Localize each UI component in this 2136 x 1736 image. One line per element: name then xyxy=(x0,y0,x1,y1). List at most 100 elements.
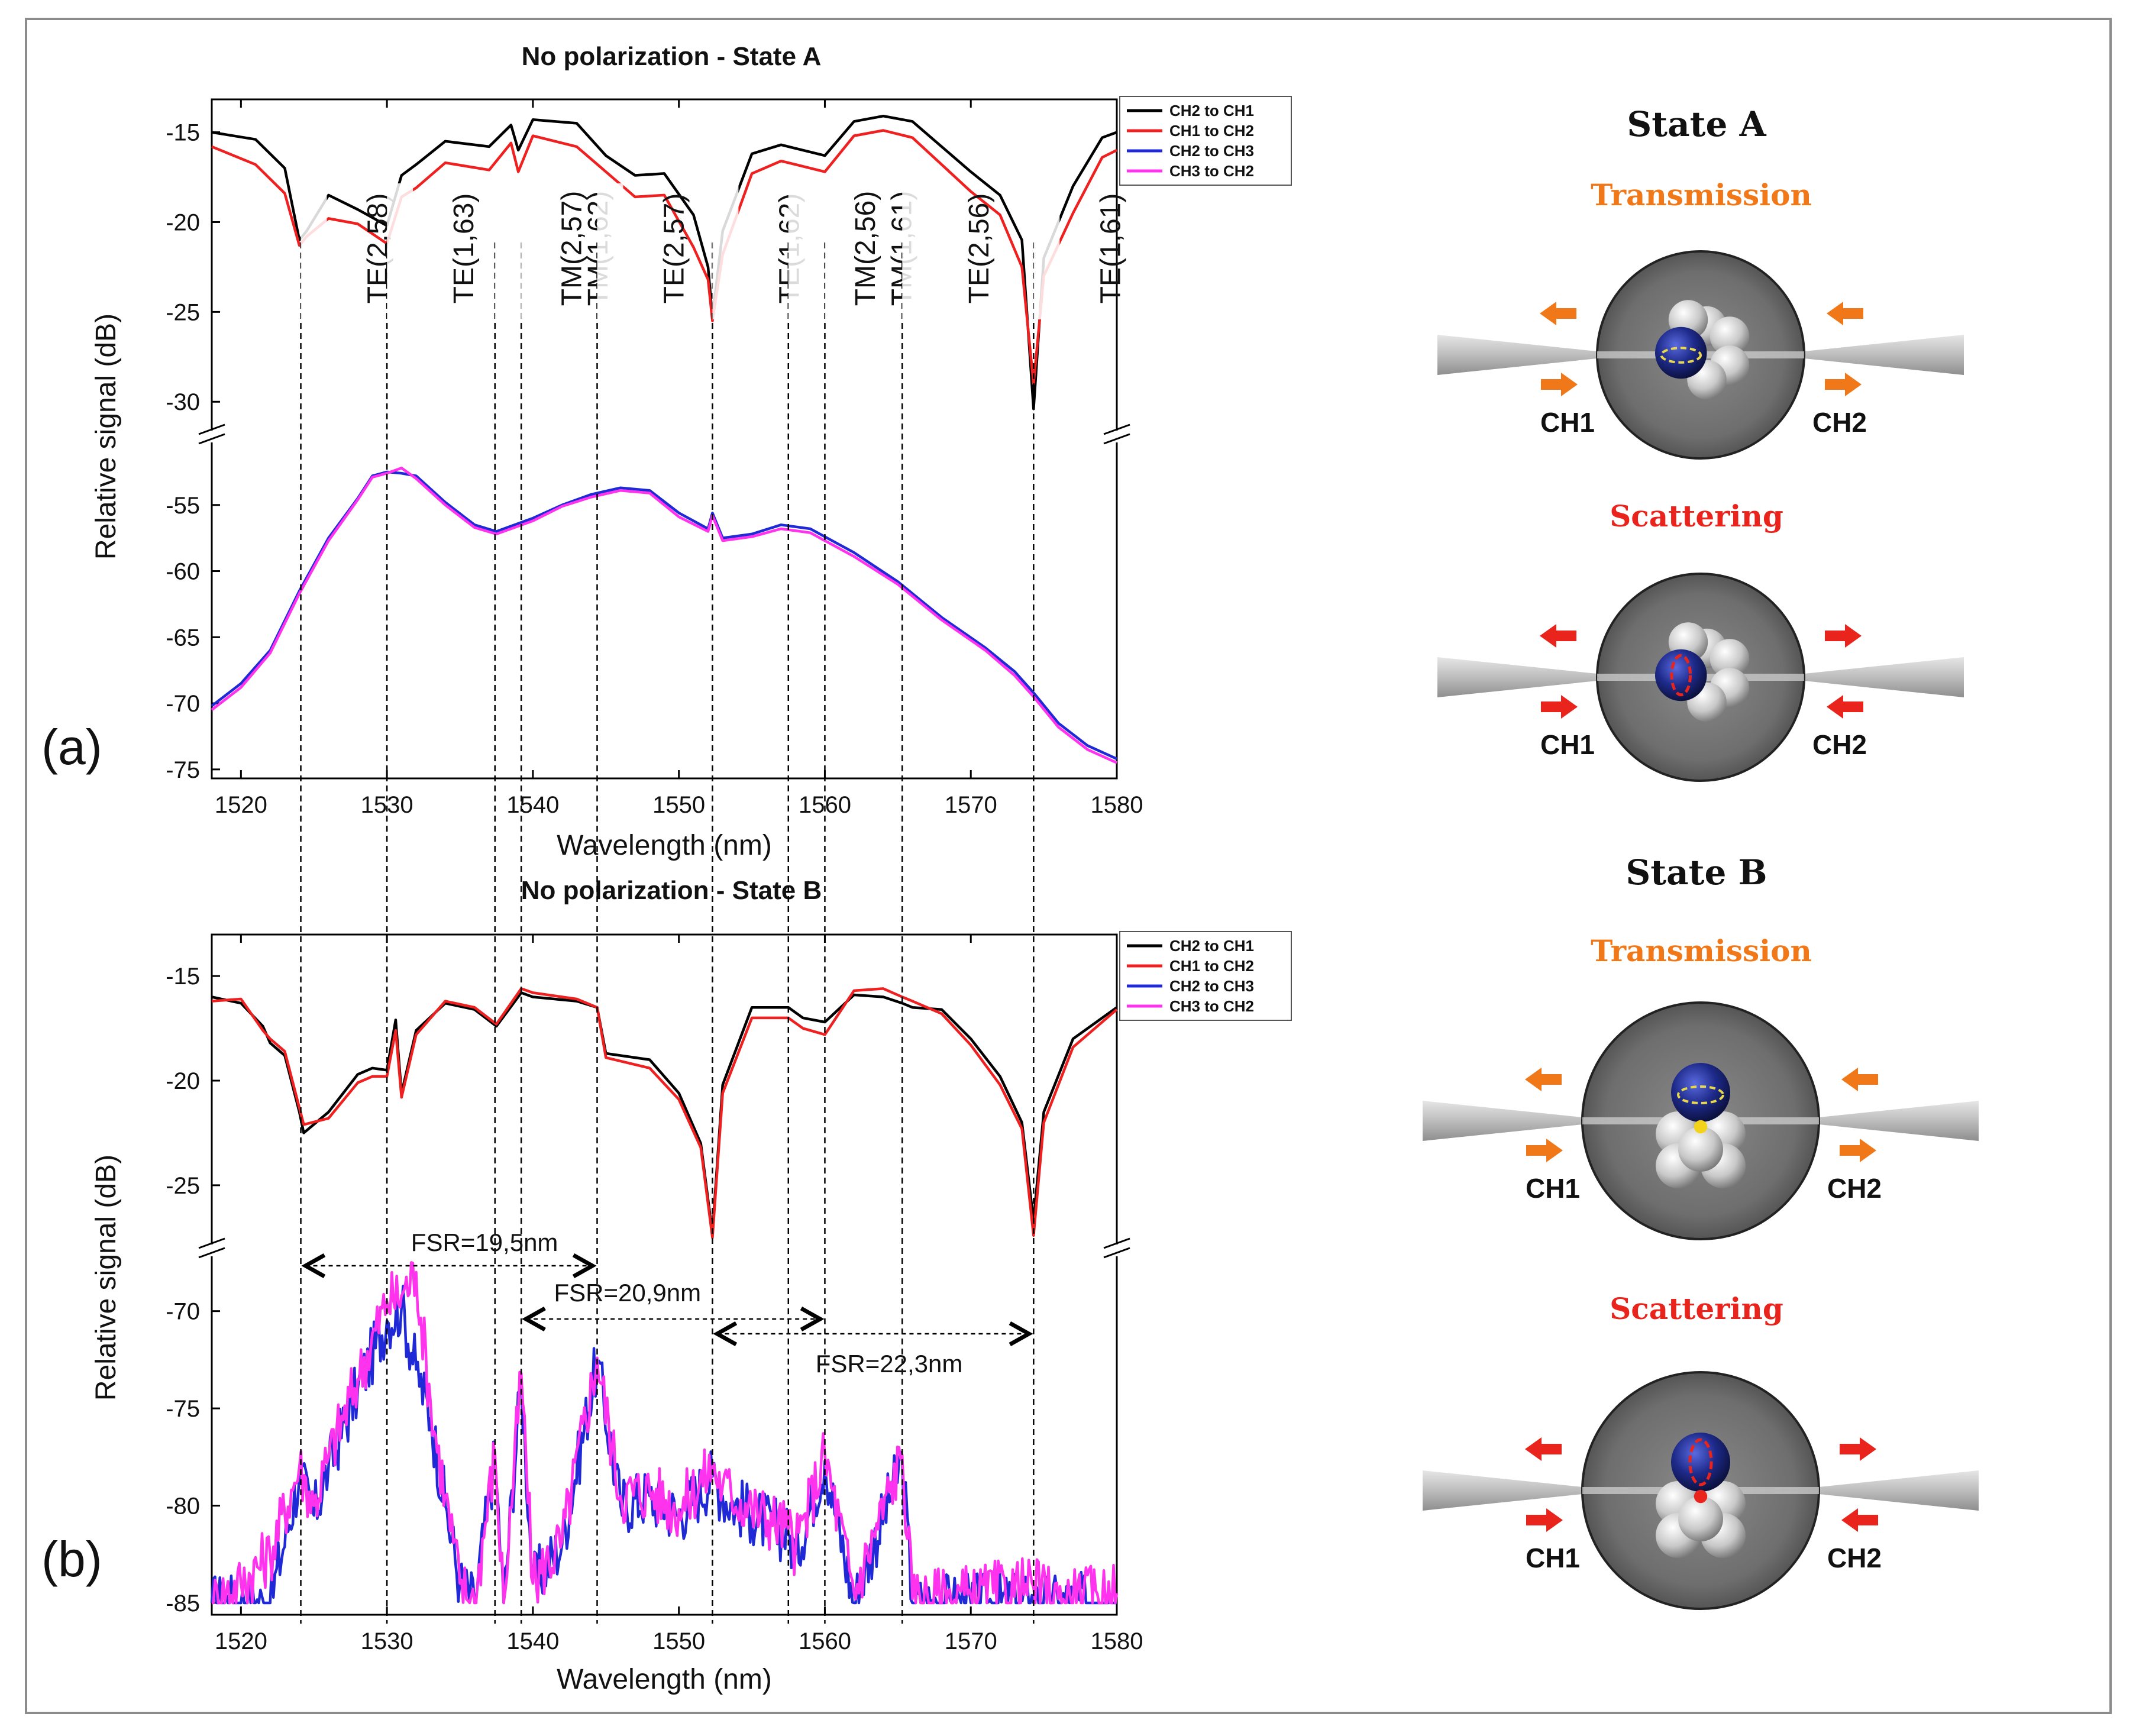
chart-b-lower-ytick-label: -70 xyxy=(166,1299,200,1325)
chart-b-xtick-label: 1570 xyxy=(945,1628,997,1654)
axis-break-gap xyxy=(1104,1244,1130,1256)
resonator-sphere xyxy=(1655,326,1707,379)
mode-label-te-2-57: TE(2,57) xyxy=(658,193,690,304)
fsr-arrow-head-right xyxy=(800,1306,825,1332)
diagram-state-a: State A Transmission Scattering CH1 CH2 C… xyxy=(1437,104,1964,782)
fsr-arrow-head-right xyxy=(572,1253,597,1279)
channel-label-ch2: CH2 xyxy=(1827,1543,1882,1573)
channel-label-ch2: CH2 xyxy=(1812,729,1867,760)
axis-break-mark xyxy=(198,1247,225,1259)
chart-a-lower-ytick-label: -60 xyxy=(166,559,200,585)
chart-b-ylabel: Relative signal (dB) xyxy=(91,1155,122,1401)
fiber-taper-right xyxy=(1804,657,1964,697)
legend-label-ch3-to-ch2: CH3 to CH2 xyxy=(1169,162,1254,180)
fsr-arrow-head-left xyxy=(713,1321,738,1347)
chart-a-legend: CH2 to CH1 CH1 to CH2 CH2 to CH3 CH3 to CH2 xyxy=(1119,96,1292,186)
chart-a-upper-ytick-label: -25 xyxy=(166,299,200,325)
chart-b-lower-ytick-label: -75 xyxy=(166,1396,200,1422)
fsr-annotations: FSR=19,5nm FSR=20,9nm FSR=22,3nm xyxy=(301,1229,1033,1378)
fsr-label: FSR=22,3nm xyxy=(816,1350,963,1378)
scattering-mode-indicator xyxy=(1688,1438,1713,1486)
chart-b-upper-ytick-label: -15 xyxy=(166,964,200,990)
arrow-right-icon xyxy=(1541,373,1578,396)
series-line-ch3-to-ch2-b-lower xyxy=(212,1261,1119,1605)
mode-label-tm-2-57: TM(2,57) xyxy=(557,191,588,306)
chart-state-b: No polarization - State B 1520 1530 1540 15… xyxy=(41,876,1292,1695)
resonator-sphere xyxy=(1671,1433,1730,1492)
mode-label-bg xyxy=(788,183,815,319)
chart-b-xtick-label: 1580 xyxy=(1091,1628,1143,1654)
series-line-ch2-to-ch1-a-upper xyxy=(211,114,1117,410)
chart-a-xtick-label: 1520 xyxy=(215,792,267,818)
state-a-scattering-label: Scattering xyxy=(1610,499,1783,534)
series-line-ch2-to-ch1-b-upper xyxy=(211,991,1118,1235)
mode-labels: TE(2,58)TE(1,63)TM(2,57)TM(1,62)TE(2,57)… xyxy=(300,183,1126,319)
state-a-title: State A xyxy=(1627,104,1766,144)
fiber-taper-right xyxy=(1804,335,1964,375)
panel-label-a: (a) xyxy=(41,719,102,775)
mode-label-bg xyxy=(495,183,521,319)
chart-b-title: No polarization - State B xyxy=(521,876,822,905)
axis-break-gap xyxy=(1104,431,1130,442)
arrow-left-icon xyxy=(1841,1508,1878,1532)
chart-a-xtick-label: 1550 xyxy=(652,792,705,818)
fsr-label: FSR=19,5nm xyxy=(411,1229,558,1256)
chart-a-lower-ytick-label: -55 xyxy=(166,493,200,519)
fiber-taper-left xyxy=(1437,335,1597,375)
axis-break-gap xyxy=(199,1244,225,1256)
fsr-arrow-head-left xyxy=(301,1253,326,1279)
mode-label-te-1-61: TE(1,61) xyxy=(1095,193,1126,304)
chart-a-upper-ytick-label: -15 xyxy=(166,120,200,146)
fiber-taper-left xyxy=(1437,657,1597,697)
bead-sphere xyxy=(1678,1496,1723,1541)
bead-sphere xyxy=(1710,639,1750,678)
axis-break-mark xyxy=(1103,424,1130,435)
mode-label-bg xyxy=(902,183,929,319)
state-b-scattering-label: Scattering xyxy=(1610,1291,1783,1326)
scatterer-dot xyxy=(1694,1489,1708,1504)
legend-label-ch2-to-ch3: CH2 to CH3 xyxy=(1169,142,1254,160)
arrow-right-icon xyxy=(1526,1139,1563,1162)
scatterer-dot xyxy=(1694,1120,1708,1134)
diagram-state-b: State B Transmission Scattering CH1 CH2 C… xyxy=(1423,852,1979,1610)
fiber-taper-right xyxy=(1819,1101,1979,1141)
chart-a-upper-ytick-label: -30 xyxy=(166,389,200,415)
arrow-left-icon xyxy=(1827,695,1863,719)
state-b-title: State B xyxy=(1626,852,1767,893)
channel-label-ch1: CH1 xyxy=(1526,1543,1580,1573)
resonator-sphere xyxy=(1671,1063,1730,1122)
mode-label-tm-2-56: TM(2,56) xyxy=(850,191,881,306)
bead-sphere xyxy=(1710,316,1750,356)
chart-b-xtick-label: 1550 xyxy=(652,1628,705,1654)
state-b-scattering-schematic: CH1 CH2 xyxy=(1423,1371,1979,1610)
state-b-transmission-label: Transmission xyxy=(1591,933,1812,968)
state-b-transmission-schematic: CH1 CH2 xyxy=(1423,1001,1979,1240)
mode-label-bg xyxy=(597,183,623,319)
channel-label-ch2: CH2 xyxy=(1827,1173,1882,1204)
chart-b-upper-ytick-label: -25 xyxy=(166,1173,200,1199)
fsr-label: FSR=20,9nm xyxy=(554,1279,702,1307)
arrow-left-icon xyxy=(1525,1068,1562,1091)
series-line-ch1-to-ch2-b-upper xyxy=(211,987,1118,1239)
legend-label-ch1-to-ch2: CH1 to CH2 xyxy=(1169,122,1254,140)
chart-a-xlabel: Wavelength (nm) xyxy=(557,830,772,861)
chart-a-lower-ytick-label: -65 xyxy=(166,625,200,651)
resonance-lines xyxy=(300,243,1035,1624)
axis-break-mark xyxy=(198,433,225,445)
arrow-right-icon xyxy=(1840,1437,1876,1461)
chart-b-xlabel: Wavelength (nm) xyxy=(557,1664,772,1695)
series-line-ch3-to-ch2-a-lower xyxy=(211,466,1117,764)
scattering-mode-indicator xyxy=(1670,654,1692,697)
arrow-right-icon xyxy=(1825,624,1862,648)
resonant-mode-indicator xyxy=(1677,1085,1724,1104)
arrow-left-icon xyxy=(1827,302,1863,325)
legend-label-ch2-to-ch3: CH2 to CH3 xyxy=(1169,977,1254,995)
fiber-taper-left xyxy=(1423,1470,1582,1511)
state-a-scattering-schematic: CH1 CH2 xyxy=(1437,573,1964,782)
fsr-arrow-head-right xyxy=(1009,1321,1033,1347)
figure-frame xyxy=(25,18,2112,1714)
chart-a-title: No polarization - State A xyxy=(522,42,822,71)
chart-state-a: No polarization - State A 1520 1530 1540 15… xyxy=(41,42,1292,861)
arrow-left-icon xyxy=(1540,302,1576,325)
